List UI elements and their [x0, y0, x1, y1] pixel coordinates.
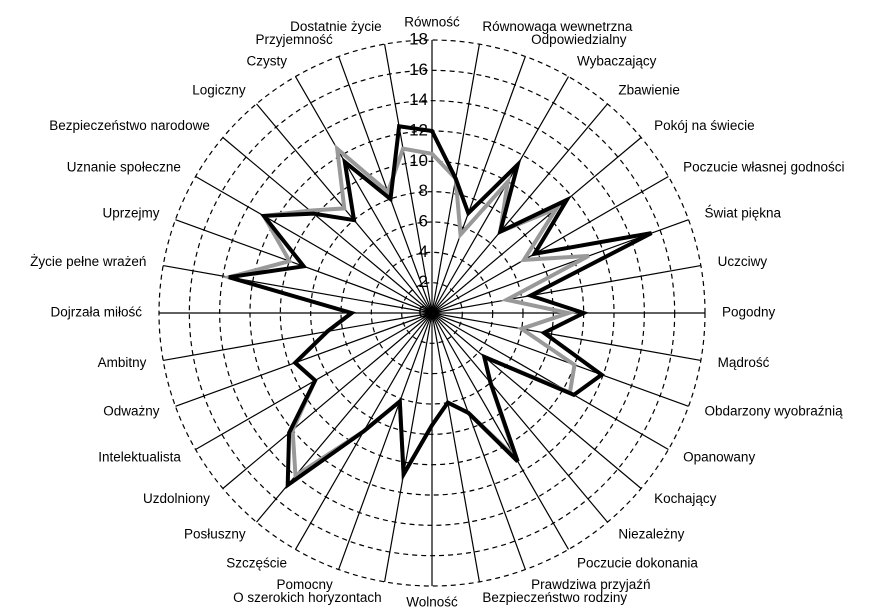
category-label: Pogodny	[722, 305, 776, 320]
category-label: Dostatnie życie	[290, 19, 382, 34]
category-label: Uczciwy	[718, 254, 768, 269]
spoke	[431, 265, 701, 314]
category-label: Odpowiedzialny	[531, 32, 627, 47]
category-label: Posłuszny	[184, 527, 246, 542]
spoke	[431, 56, 526, 314]
series-line	[228, 124, 653, 489]
spoke	[431, 137, 642, 314]
category-label: Odważny	[103, 404, 160, 419]
spoke	[431, 312, 608, 523]
category-label: Pokój na świecie	[654, 118, 755, 133]
category-label: Wybaczający	[577, 53, 657, 68]
spoke	[163, 312, 433, 361]
spoke	[222, 137, 433, 314]
category-label: Uprzejmy	[102, 205, 159, 220]
tick-label: 8	[419, 181, 428, 200]
category-label: Kochający	[654, 491, 717, 506]
tick-label: 16	[409, 60, 428, 79]
spoke	[175, 312, 433, 407]
spoke	[431, 312, 701, 361]
spoke	[384, 44, 433, 314]
category-label: Bezpieczeństwo rodziny	[482, 590, 627, 605]
spoke	[294, 76, 433, 314]
spoke	[431, 175, 669, 314]
category-label: Świat piękna	[705, 205, 782, 220]
category-label: Ambitny	[98, 355, 147, 370]
spoke	[222, 312, 433, 489]
spoke	[338, 312, 433, 570]
spoke	[163, 265, 433, 314]
category-label: Wolność	[406, 595, 458, 610]
tick-label: 2	[419, 272, 428, 291]
tick-label: 14	[409, 90, 428, 109]
category-label: Zbawienie	[618, 82, 680, 97]
spoke	[431, 312, 570, 550]
spoke	[431, 312, 480, 582]
category-label: Opanowany	[683, 450, 755, 465]
spoke	[338, 56, 433, 314]
category-label: Poczucie własnej godności	[683, 160, 844, 175]
spoke	[195, 175, 433, 314]
category-label: Równość	[404, 15, 460, 30]
category-label: Obdarzony wyobraźnią	[705, 404, 844, 419]
spoke	[431, 103, 608, 314]
category-label: Uznanie społeczne	[67, 160, 181, 175]
category-label: Mądrość	[718, 355, 770, 370]
category-label: Intelektualista	[98, 450, 181, 465]
category-label: Równowaga wewnetrzna	[482, 19, 633, 34]
spoke	[431, 76, 570, 314]
category-label: Poczucie dokonania	[577, 556, 698, 571]
tick-label: 0	[419, 302, 428, 321]
category-label: Pomocny	[277, 577, 334, 592]
spoke	[431, 312, 526, 570]
series-line	[221, 143, 590, 482]
category-label: Logiczny	[192, 82, 246, 97]
category-label: O szerokich horyzontach	[233, 590, 382, 605]
spoke	[431, 312, 642, 489]
category-label: Uzdolniony	[143, 491, 210, 506]
spoke	[431, 312, 689, 407]
spoke	[431, 312, 669, 451]
tick-label: 4	[419, 242, 428, 261]
category-label: Niezależny	[618, 527, 684, 542]
tick-label: 10	[409, 151, 428, 170]
spoke	[384, 312, 433, 582]
tick-label: 6	[419, 211, 428, 230]
category-label: Czysty	[247, 53, 288, 68]
category-label: Prawdziwa przyjaźń	[531, 577, 650, 592]
category-label: Przyjemność	[256, 32, 334, 47]
category-label: Dojrzała miłość	[50, 305, 142, 320]
category-label: Bezpieczeństwo narodowe	[49, 118, 210, 133]
category-label: Życie pełne wrażeń	[30, 254, 146, 269]
category-label: Szczęście	[226, 556, 287, 571]
tick-label: 18	[409, 29, 428, 48]
